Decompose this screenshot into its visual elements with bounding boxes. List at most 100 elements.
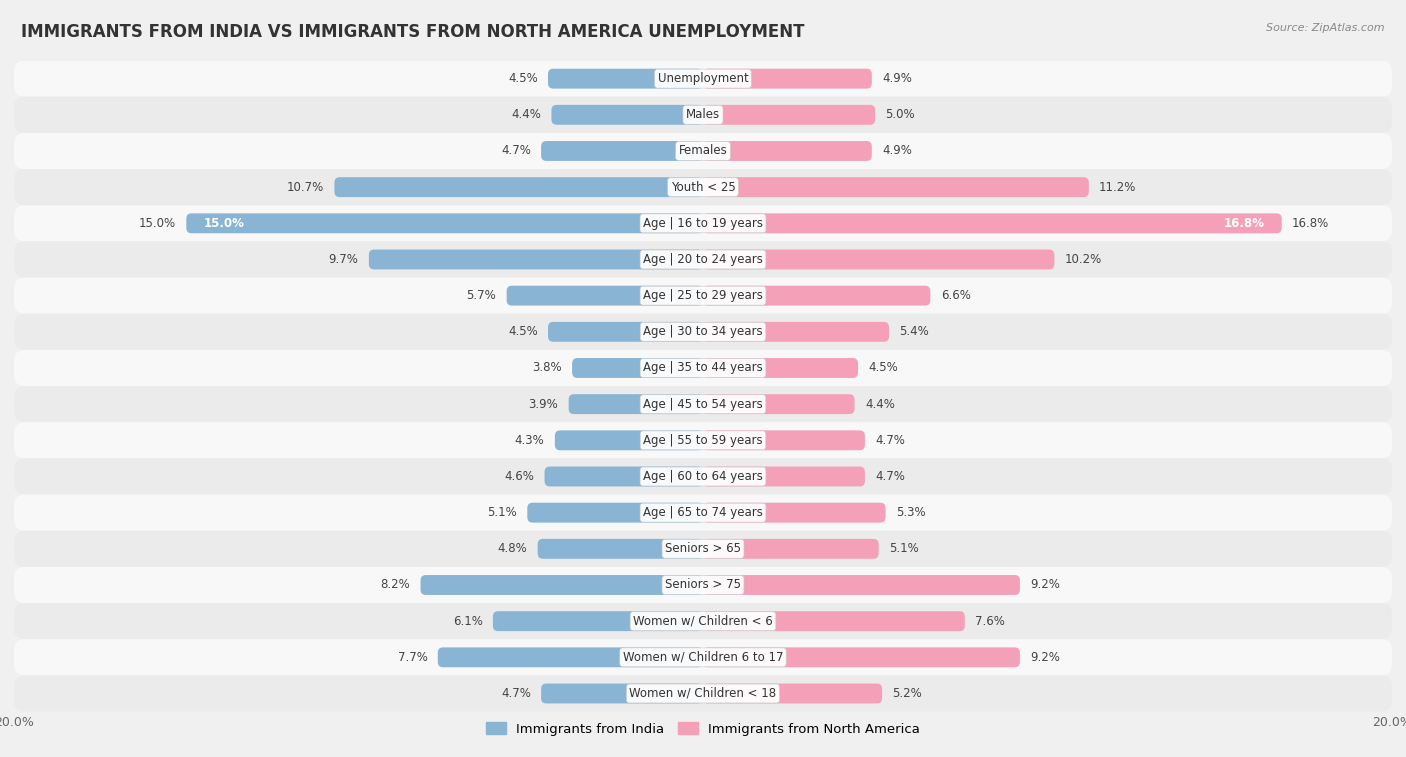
Text: Women w/ Children < 18: Women w/ Children < 18 [630,687,776,700]
Text: 6.6%: 6.6% [941,289,970,302]
Text: 15.0%: 15.0% [139,217,176,230]
Text: Source: ZipAtlas.com: Source: ZipAtlas.com [1267,23,1385,33]
Text: 5.0%: 5.0% [886,108,915,121]
Text: 3.9%: 3.9% [529,397,558,410]
FancyBboxPatch shape [541,141,703,161]
FancyBboxPatch shape [14,241,1392,278]
Text: Youth < 25: Youth < 25 [671,181,735,194]
FancyBboxPatch shape [703,684,882,703]
Text: 9.7%: 9.7% [329,253,359,266]
FancyBboxPatch shape [14,567,1392,603]
Text: 5.3%: 5.3% [896,506,925,519]
FancyBboxPatch shape [14,61,1392,97]
FancyBboxPatch shape [14,386,1392,422]
Text: 16.8%: 16.8% [1292,217,1329,230]
Text: 5.1%: 5.1% [488,506,517,519]
Text: 5.2%: 5.2% [893,687,922,700]
FancyBboxPatch shape [14,97,1392,133]
Text: Seniors > 75: Seniors > 75 [665,578,741,591]
Text: 11.2%: 11.2% [1099,181,1136,194]
FancyBboxPatch shape [494,611,703,631]
FancyBboxPatch shape [14,350,1392,386]
FancyBboxPatch shape [568,394,703,414]
Text: Age | 35 to 44 years: Age | 35 to 44 years [643,362,763,375]
FancyBboxPatch shape [335,177,703,197]
FancyBboxPatch shape [14,422,1392,459]
Text: 4.8%: 4.8% [498,542,527,556]
Text: 4.9%: 4.9% [882,145,912,157]
Text: IMMIGRANTS FROM INDIA VS IMMIGRANTS FROM NORTH AMERICA UNEMPLOYMENT: IMMIGRANTS FROM INDIA VS IMMIGRANTS FROM… [21,23,804,41]
FancyBboxPatch shape [14,169,1392,205]
FancyBboxPatch shape [703,647,1019,667]
FancyBboxPatch shape [368,250,703,269]
Text: 7.6%: 7.6% [976,615,1005,628]
Text: 4.7%: 4.7% [501,145,531,157]
FancyBboxPatch shape [14,278,1392,313]
Text: Females: Females [679,145,727,157]
FancyBboxPatch shape [703,250,1054,269]
FancyBboxPatch shape [703,466,865,487]
Text: 16.8%: 16.8% [1223,217,1264,230]
FancyBboxPatch shape [541,684,703,703]
FancyBboxPatch shape [703,539,879,559]
Text: 4.9%: 4.9% [882,72,912,85]
Text: 9.2%: 9.2% [1031,578,1060,591]
Text: 4.6%: 4.6% [505,470,534,483]
FancyBboxPatch shape [14,494,1392,531]
FancyBboxPatch shape [544,466,703,487]
FancyBboxPatch shape [14,459,1392,494]
Text: Age | 30 to 34 years: Age | 30 to 34 years [643,326,763,338]
FancyBboxPatch shape [14,313,1392,350]
Text: 3.8%: 3.8% [531,362,562,375]
FancyBboxPatch shape [14,133,1392,169]
Text: 10.2%: 10.2% [1064,253,1102,266]
FancyBboxPatch shape [186,213,703,233]
FancyBboxPatch shape [14,205,1392,241]
Text: Age | 45 to 54 years: Age | 45 to 54 years [643,397,763,410]
FancyBboxPatch shape [555,431,703,450]
FancyBboxPatch shape [703,177,1088,197]
FancyBboxPatch shape [551,105,703,125]
Text: 4.4%: 4.4% [865,397,894,410]
Text: Women w/ Children 6 to 17: Women w/ Children 6 to 17 [623,651,783,664]
FancyBboxPatch shape [548,69,703,89]
FancyBboxPatch shape [703,69,872,89]
Legend: Immigrants from India, Immigrants from North America: Immigrants from India, Immigrants from N… [481,717,925,741]
Text: 8.2%: 8.2% [381,578,411,591]
FancyBboxPatch shape [703,503,886,522]
Text: 9.2%: 9.2% [1031,651,1060,664]
FancyBboxPatch shape [572,358,703,378]
FancyBboxPatch shape [703,575,1019,595]
Text: 4.7%: 4.7% [875,470,905,483]
Text: 4.7%: 4.7% [501,687,531,700]
Text: Age | 16 to 19 years: Age | 16 to 19 years [643,217,763,230]
Text: 4.3%: 4.3% [515,434,544,447]
Text: 10.7%: 10.7% [287,181,323,194]
FancyBboxPatch shape [703,213,1282,233]
FancyBboxPatch shape [14,603,1392,639]
Text: Age | 20 to 24 years: Age | 20 to 24 years [643,253,763,266]
Text: Males: Males [686,108,720,121]
FancyBboxPatch shape [420,575,703,595]
Text: 5.4%: 5.4% [900,326,929,338]
Text: Women w/ Children < 6: Women w/ Children < 6 [633,615,773,628]
FancyBboxPatch shape [548,322,703,341]
FancyBboxPatch shape [527,503,703,522]
FancyBboxPatch shape [703,105,875,125]
Text: Age | 60 to 64 years: Age | 60 to 64 years [643,470,763,483]
FancyBboxPatch shape [703,611,965,631]
Text: 4.4%: 4.4% [512,108,541,121]
Text: 4.5%: 4.5% [508,326,537,338]
Text: Age | 65 to 74 years: Age | 65 to 74 years [643,506,763,519]
Text: 5.1%: 5.1% [889,542,918,556]
FancyBboxPatch shape [14,675,1392,712]
FancyBboxPatch shape [703,285,931,306]
FancyBboxPatch shape [14,639,1392,675]
FancyBboxPatch shape [506,285,703,306]
Text: Age | 55 to 59 years: Age | 55 to 59 years [643,434,763,447]
Text: 5.7%: 5.7% [467,289,496,302]
FancyBboxPatch shape [703,358,858,378]
FancyBboxPatch shape [703,394,855,414]
FancyBboxPatch shape [537,539,703,559]
Text: 15.0%: 15.0% [204,217,245,230]
